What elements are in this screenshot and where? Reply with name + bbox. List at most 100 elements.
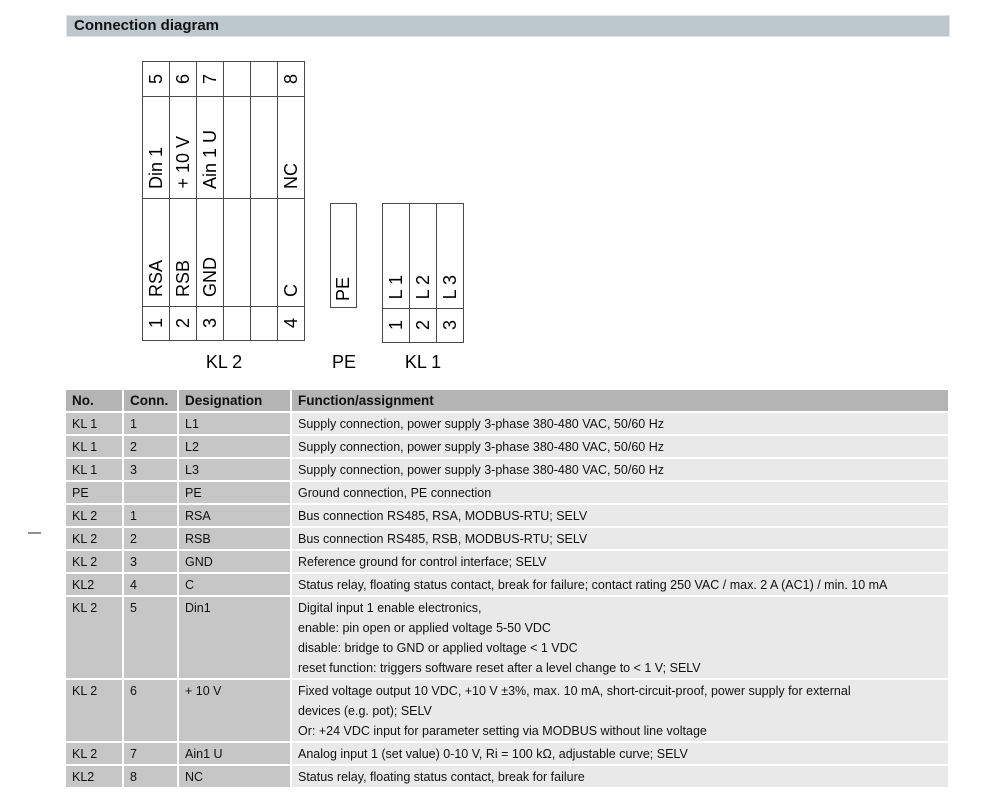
function-line: Ground connection, PE connection (298, 486, 492, 500)
no-cell: KL 1 (66, 459, 122, 480)
terminal-cell (224, 199, 250, 306)
function-cell: Supply connection, power supply 3-phase … (292, 436, 948, 457)
kl2-terminal-block: 5 6 7 8 Din 1 + 10 V Ain 1 U NC RSA RSB GND C 1 2 3 4 (142, 61, 305, 341)
terminal-cell: RSB (170, 199, 196, 306)
column-header: Designation (179, 390, 290, 411)
pe-terminal-block: PE (330, 203, 357, 308)
terminal-cell: 5 (143, 62, 169, 96)
pin-label: RSA (145, 259, 166, 297)
no-cell: KL 1 (66, 413, 122, 434)
table-row: KL 2 5 Din1 Digital input 1 enable electron… (66, 597, 948, 678)
function-line: Supply connection, power supply 3-phase … (298, 463, 664, 477)
no-cell: KL 2 (66, 680, 122, 741)
table-row: KL 2 2 RSB Bus connection RS485, RSB, MODBU… (66, 528, 948, 549)
pin-number: 4 (280, 318, 301, 329)
terminal-cell (224, 307, 250, 340)
conn-cell: 2 (124, 528, 177, 549)
table-row: KL 2 7 Ain1 U Analog input 1 (set value) 0-… (66, 743, 948, 764)
terminal-cell: 1 (143, 307, 169, 340)
function-cell: Supply connection, power supply 3-phase … (292, 413, 948, 434)
terminal-cell: GND (197, 199, 223, 306)
terminal-cell: C (278, 199, 304, 306)
pin-label: Din 1 (145, 146, 166, 189)
function-cell: Status relay, floating status contact, b… (292, 766, 948, 787)
pe-pin-label: PE (333, 276, 353, 301)
function-line: Fixed voltage output 10 VDC, +10 V ±3%, … (298, 684, 851, 698)
table-row: KL 1 2 L2 Supply connection, power supply 3… (66, 436, 948, 457)
table-row: PE PE Ground connection, PE connection (66, 482, 948, 503)
function-line: Reference ground for control interface; … (298, 555, 547, 569)
pin-number: 2 (412, 320, 433, 331)
terminal-cell (251, 199, 277, 306)
conn-cell: 6 (124, 680, 177, 741)
pin-label: NC (280, 163, 301, 189)
pin-label: L 3 (439, 274, 460, 299)
no-cell: PE (66, 482, 122, 503)
terminal-cell (251, 62, 277, 96)
no-cell: KL 2 (66, 597, 122, 678)
terminal-cell: 2 (410, 309, 436, 342)
no-cell: KL 2 (66, 551, 122, 572)
column-header: Conn. (124, 390, 177, 411)
designation-cell: Ain1 U (179, 743, 290, 764)
conn-cell: 4 (124, 574, 177, 595)
terminal-cell: 2 (170, 307, 196, 340)
table-header-row: No. Conn. Designation Function/assignment (66, 390, 948, 411)
terminal-cell: NC (278, 97, 304, 198)
pin-label: C (280, 284, 301, 297)
pe-block-label: PE (331, 352, 356, 372)
designation-cell: RSA (179, 505, 290, 526)
function-line: Supply connection, power supply 3-phase … (298, 440, 664, 454)
designation-cell: Din1 (179, 597, 290, 678)
terminal-cell: 7 (197, 62, 223, 96)
designation-cell: NC (179, 766, 290, 787)
terminal-cell: Din 1 (143, 97, 169, 198)
function-line: enable: pin open or applied voltage 5-50… (298, 621, 551, 635)
function-line: Bus connection RS485, RSA, MODBUS-RTU; S… (298, 509, 588, 523)
table-row: KL2 8 NC Status relay, floating status cont… (66, 766, 948, 787)
table-header: No. Conn. Designation Function/assignment (66, 390, 948, 411)
conn-cell: 7 (124, 743, 177, 764)
terminal-cell: 3 (197, 307, 223, 340)
terminal-cell: RSA (143, 199, 169, 306)
function-cell: Status relay, floating status contact, b… (292, 574, 948, 595)
pin-label: RSB (172, 259, 193, 297)
function-line: disable: bridge to GND or applied voltag… (298, 641, 578, 655)
column-header: Function/assignment (292, 390, 948, 411)
terminal-cell: 3 (437, 309, 463, 342)
function-cell: Digital input 1 enable electronics, enabl… (292, 597, 948, 678)
designation-cell: L1 (179, 413, 290, 434)
table-row: KL 2 1 RSA Bus connection RS485, RSA, MODBU… (66, 505, 948, 526)
function-line: reset function: triggers software reset … (298, 661, 701, 675)
function-cell: Fixed voltage output 10 VDC, +10 V ±3%, … (292, 680, 948, 741)
function-line: Bus connection RS485, RSB, MODBUS-RTU; S… (298, 532, 588, 546)
conn-cell (124, 482, 177, 503)
function-line: Status relay, floating status contact, b… (298, 770, 585, 784)
designation-cell: RSB (179, 528, 290, 549)
pin-label: L 2 (412, 274, 433, 299)
conn-cell: 1 (124, 505, 177, 526)
table-row: KL 2 6 + 10 V Fixed voltage output 10 VDC, … (66, 680, 948, 741)
pin-number: 1 (145, 318, 166, 329)
pin-number: 6 (172, 73, 193, 84)
terminal-cell: 1 (383, 309, 409, 342)
function-line: devices (e.g. pot); SELV (298, 704, 432, 718)
conn-cell: 2 (124, 436, 177, 457)
no-cell: KL2 (66, 766, 122, 787)
pin-label: GND (199, 257, 220, 297)
function-cell: Ground connection, PE connection (292, 482, 948, 503)
conn-cell: 5 (124, 597, 177, 678)
pin-number: 8 (280, 73, 301, 84)
pin-number: 1 (385, 320, 406, 331)
terminal-cell: 8 (278, 62, 304, 96)
function-cell: Reference ground for control interface; … (292, 551, 948, 572)
table-row: KL2 4 C Status relay, floating status conta… (66, 574, 948, 595)
column-header: No. (66, 390, 122, 411)
function-line: Digital input 1 enable electronics, (298, 601, 482, 615)
terminal-cell (251, 307, 277, 340)
conn-cell: 8 (124, 766, 177, 787)
no-cell: KL 1 (66, 436, 122, 457)
designation-cell: GND (179, 551, 290, 572)
